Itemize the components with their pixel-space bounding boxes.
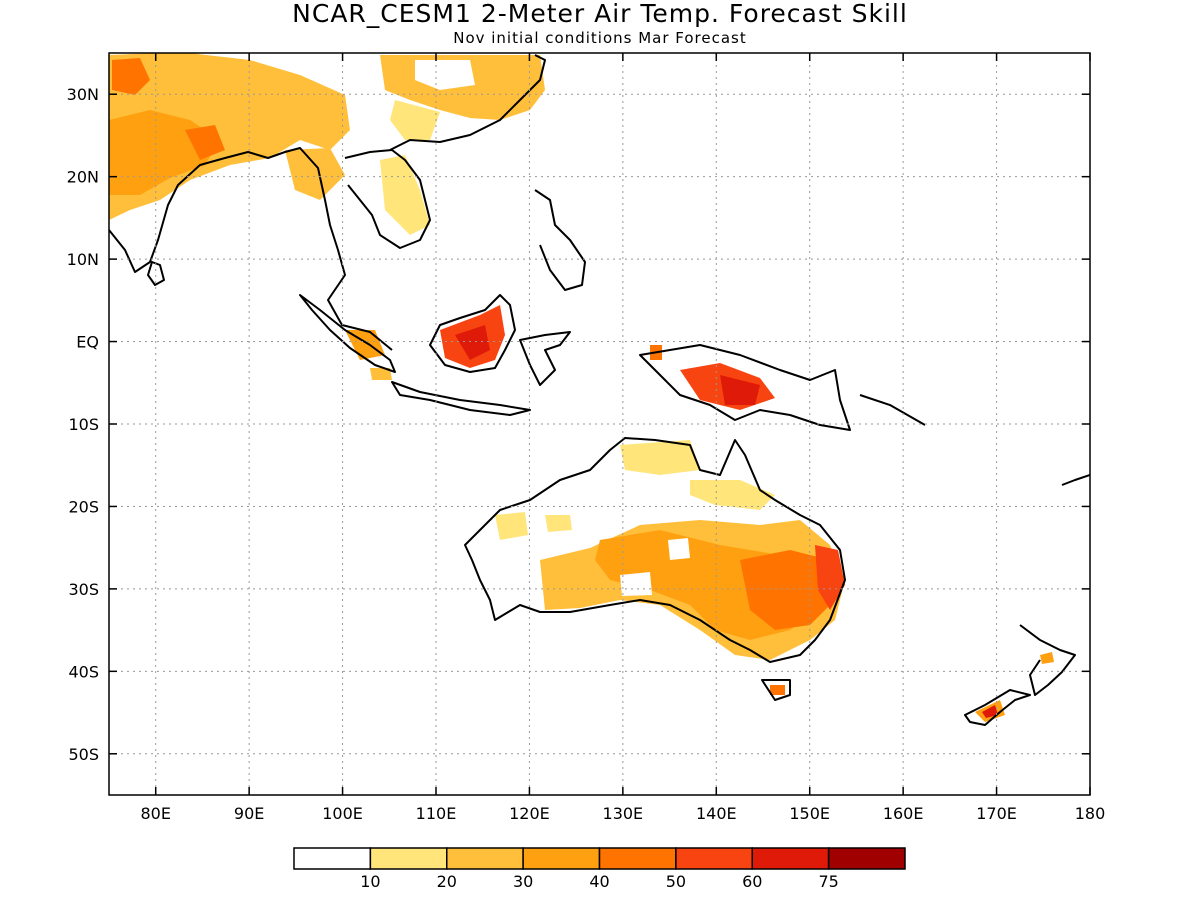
colorbar-label: 10 bbox=[360, 872, 380, 891]
lat-tick-label: 50S bbox=[68, 745, 99, 764]
coast-new-guinea bbox=[639, 344, 851, 431]
lat-tick-label: 30S bbox=[68, 580, 99, 599]
lon-tick-label: 120E bbox=[509, 804, 550, 823]
lon-tick-label: 80E bbox=[140, 804, 170, 823]
lon-tick-label: 160E bbox=[883, 804, 924, 823]
skill-region-india-hot1 bbox=[112, 58, 150, 95]
colorbar-label: 40 bbox=[589, 872, 609, 891]
lat-tick-label: 10S bbox=[68, 415, 99, 434]
coast-borneo bbox=[429, 294, 516, 373]
skill-region-java bbox=[370, 368, 392, 380]
colorbar-swatch bbox=[293, 847, 372, 870]
axis-ticks: 30N 20N 10N EQ 10S 20S 30S 40S 50S 80E 90E 100E 110E… bbox=[67, 53, 1106, 823]
coast-indochina bbox=[344, 149, 431, 249]
skill-region-new-guinea-core bbox=[720, 375, 760, 405]
lon-tick-label: 150E bbox=[789, 804, 830, 823]
skill-region-australia-north bbox=[620, 440, 700, 475]
coast-solomons bbox=[859, 394, 926, 426]
lon-tick-label: 130E bbox=[603, 804, 644, 823]
skill-region-australia-red bbox=[815, 545, 845, 610]
lon-tick-label: 100E bbox=[322, 804, 363, 823]
skill-shading bbox=[109, 53, 1054, 722]
coast-nz-south bbox=[964, 689, 1031, 726]
colorbar-swatch bbox=[522, 847, 601, 870]
lat-tick-label: 10N bbox=[67, 250, 99, 269]
colorbar-swatch bbox=[446, 847, 524, 870]
skill-region-borneo-core bbox=[455, 325, 490, 360]
colorbar-swatch bbox=[675, 847, 753, 870]
lat-tick-label: 30N bbox=[67, 85, 99, 104]
skill-region-australia-ne bbox=[690, 480, 775, 510]
colorbar-swatch bbox=[598, 847, 677, 870]
lat-tick-label: 40S bbox=[68, 662, 99, 681]
colorbar-label: 20 bbox=[437, 872, 457, 891]
coastlines bbox=[109, 54, 1090, 726]
lat-tick-label: EQ bbox=[76, 333, 99, 352]
coast-australia bbox=[464, 437, 846, 663]
colorbar-swatch bbox=[369, 847, 448, 870]
chart-title: NCAR_CESM1 2-Meter Air Temp. Forecast Sk… bbox=[292, 0, 908, 28]
skill-region-australia-white1 bbox=[668, 538, 690, 560]
coast-sri-lanka bbox=[147, 261, 165, 286]
coast-south-asia bbox=[109, 147, 393, 351]
coast-china bbox=[389, 54, 546, 151]
coast-tasmania bbox=[761, 679, 791, 701]
colorbar-label: 30 bbox=[513, 872, 533, 891]
colorbar-label: 75 bbox=[818, 872, 838, 891]
skill-region-australia-orange bbox=[740, 550, 835, 630]
lon-tick-label: 180 bbox=[1075, 804, 1106, 823]
colorbar: 10 20 30 40 50 60 75 bbox=[293, 847, 906, 891]
lon-tick-label: 110E bbox=[416, 804, 457, 823]
lon-tick-label: 140E bbox=[696, 804, 737, 823]
coast-philippines bbox=[534, 189, 586, 291]
coast-sumatra bbox=[299, 294, 396, 373]
skill-region-australia-west bbox=[495, 512, 528, 540]
coast-sulawesi bbox=[519, 331, 571, 386]
colorbar-label: 60 bbox=[742, 872, 762, 891]
lat-lon-grid bbox=[109, 53, 1091, 795]
lat-tick-label: 20N bbox=[67, 168, 99, 187]
skill-region-china-light bbox=[390, 100, 440, 140]
skill-region-thailand bbox=[380, 155, 430, 235]
coast-java bbox=[391, 381, 531, 416]
colorbar-swatch bbox=[827, 847, 906, 870]
plot-frame bbox=[108, 52, 1091, 796]
lon-tick-label: 90E bbox=[234, 804, 264, 823]
coast-fiji bbox=[1061, 474, 1090, 486]
skill-region-nz-north bbox=[1040, 652, 1054, 664]
skill-region-nz-south-core bbox=[982, 705, 998, 718]
skill-region-australia-white2 bbox=[620, 572, 652, 596]
skill-region-australia-west2 bbox=[545, 515, 572, 532]
lat-tick-label: 20S bbox=[68, 497, 99, 516]
skill-region-china-white bbox=[415, 60, 475, 90]
chart-subtitle: Nov initial conditions Mar Forecast bbox=[453, 29, 747, 47]
skill-region-tasmania bbox=[770, 685, 785, 695]
skill-region-india-hot2 bbox=[185, 125, 225, 160]
coast-nz-north bbox=[1019, 624, 1076, 696]
lon-tick-label: 170E bbox=[976, 804, 1017, 823]
colorbar-swatch bbox=[751, 847, 830, 870]
skill-region-indochina bbox=[285, 148, 345, 200]
skill-region-sumatra bbox=[345, 330, 385, 360]
colorbar-label: 50 bbox=[666, 872, 686, 891]
